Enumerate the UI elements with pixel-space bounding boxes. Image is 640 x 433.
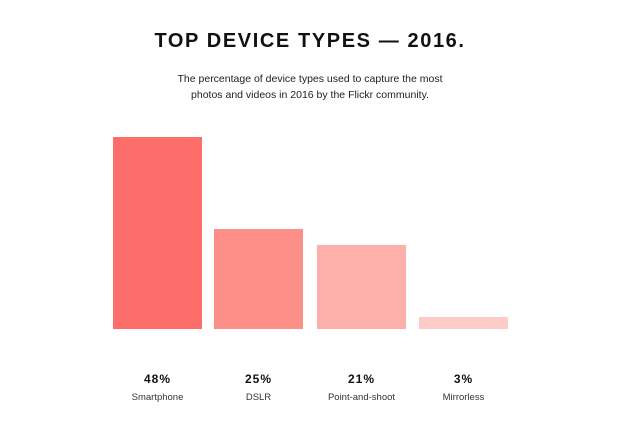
- value-label-point-and-shoot: 21%: [348, 372, 375, 386]
- subtitle-line-1: The percentage of device types used to c…: [177, 73, 443, 85]
- bar-dslr: [214, 229, 303, 329]
- category-label-smartphone: Smartphone: [132, 392, 184, 403]
- category-label-mirrorless: Mirrorless: [443, 392, 485, 403]
- bar-mirrorless: [419, 317, 508, 329]
- category-label-point-and-shoot: Point-and-shoot: [328, 392, 395, 403]
- bar-smartphone: [113, 137, 202, 329]
- category-label-dslr: DSLR: [246, 392, 271, 403]
- subtitle-line-2: photos and videos in 2016 by the Flickr …: [191, 89, 429, 101]
- bar-point-and-shoot: [317, 245, 406, 329]
- chart-subtitle: The percentage of device types used to c…: [160, 71, 460, 103]
- value-label-dslr: 25%: [245, 372, 272, 386]
- value-label-smartphone: 48%: [144, 372, 171, 386]
- chart-title: TOP DEVICE TYPES — 2016.: [154, 30, 466, 52]
- value-label-mirrorless: 3%: [454, 372, 473, 386]
